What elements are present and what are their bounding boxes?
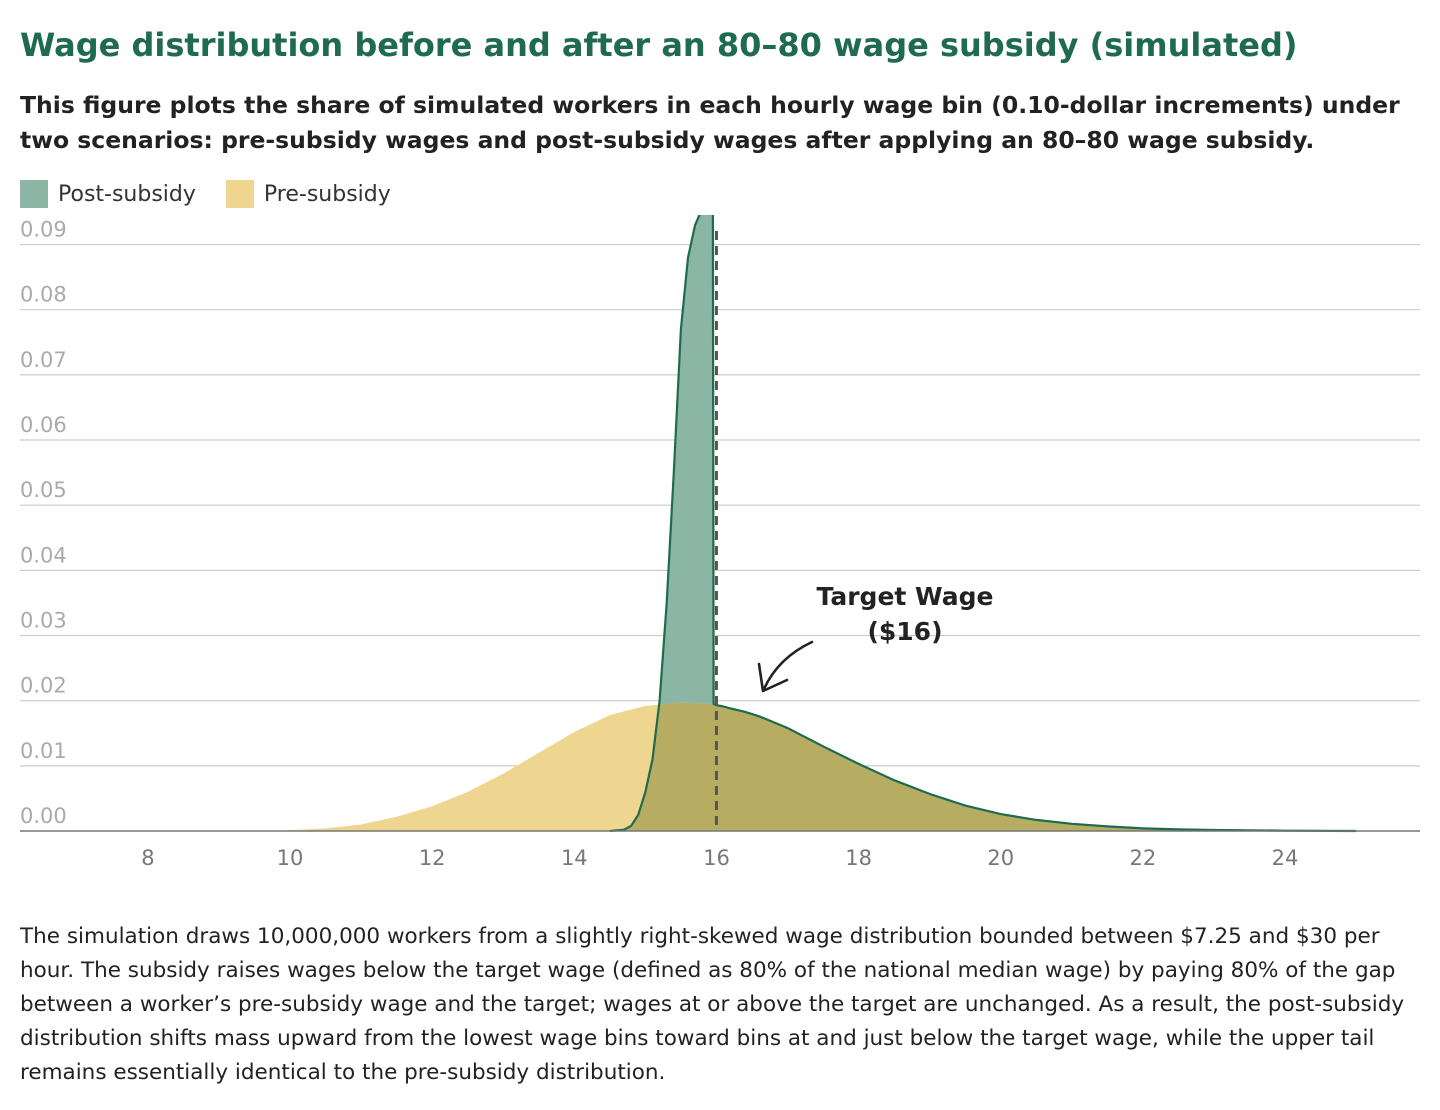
y-tick-label: 0.04 xyxy=(20,543,67,567)
legend: Post-subsidy Pre-subsidy xyxy=(20,180,421,208)
overlap-area xyxy=(609,702,1356,831)
legend-swatch-pre-subsidy xyxy=(225,180,254,208)
area-layer xyxy=(254,215,1357,833)
post-subsidy-line xyxy=(609,215,1357,833)
y-tick-label: 0.03 xyxy=(20,609,67,633)
wage-distribution-chart: 0.00 0.01 0.02 0.03 0.04 0.05 0.06 0.07 0.08 0.09… xyxy=(20,215,1420,870)
target-annotation: Target Wage ($16) xyxy=(714,231,994,831)
x-tick-label: 8 xyxy=(141,846,154,870)
y-tick-label: 0.08 xyxy=(20,283,67,307)
x-tick-label: 16 xyxy=(703,846,730,870)
y-tick-label: 0.00 xyxy=(20,804,67,828)
x-tick-label: 10 xyxy=(277,846,304,870)
y-tick-label: 0.06 xyxy=(20,413,67,437)
annotation-label-line1: Target Wage xyxy=(817,582,994,611)
legend-label-pre-subsidy: Pre-subsidy xyxy=(263,181,391,207)
legend-item-post-subsidy: Post-subsidy xyxy=(20,180,196,208)
annotation-arrow xyxy=(762,640,814,691)
x-tick-label: 18 xyxy=(845,846,872,870)
y-tick-label: 0.02 xyxy=(20,674,67,698)
legend-item-pre-subsidy: Pre-subsidy xyxy=(225,180,391,208)
y-axis-ticks: 0.00 0.01 0.02 0.03 0.04 0.05 0.06 0.07 0.08 0.09 xyxy=(20,218,67,828)
footnote: The simulation draws 10,000,000 workers … xyxy=(20,924,1405,1085)
y-tick-label: 0.07 xyxy=(20,348,67,372)
y-tick-label: 0.05 xyxy=(20,478,67,502)
grid-lines xyxy=(20,243,1420,767)
y-tick-label: 0.01 xyxy=(20,739,67,763)
x-tick-label: 22 xyxy=(1129,846,1156,870)
x-axis-ticks: 8 10 12 14 16 18 20 22 24 xyxy=(141,846,1298,870)
x-tick-label: 20 xyxy=(987,846,1014,870)
annotation-arrowhead xyxy=(757,662,789,693)
x-tick-label: 24 xyxy=(1272,846,1299,870)
annotation-label-line2: ($16) xyxy=(867,617,942,646)
legend-swatch-post-subsidy xyxy=(20,180,48,208)
x-tick-label: 14 xyxy=(561,846,588,870)
chart-subtitle: This figure plots the share of simulated… xyxy=(20,91,1400,154)
y-tick-label: 0.09 xyxy=(20,218,67,242)
legend-label-post-subsidy: Post-subsidy xyxy=(58,181,196,207)
x-tick-label: 12 xyxy=(419,846,446,870)
chart-title: Wage distribution before and after an 80… xyxy=(20,26,1298,64)
